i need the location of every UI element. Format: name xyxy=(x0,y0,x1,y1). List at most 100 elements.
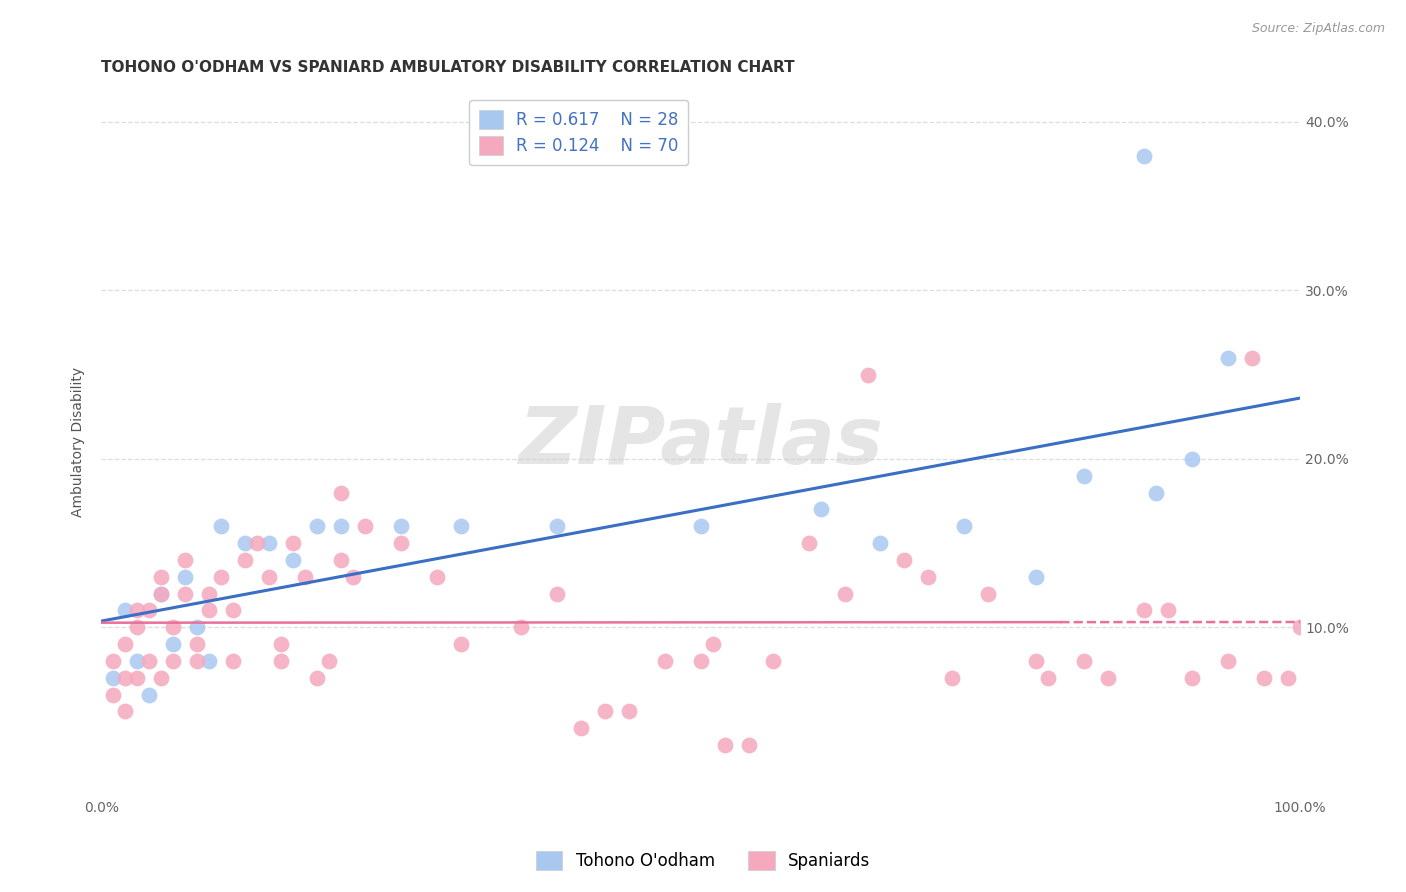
Point xyxy=(150,570,173,584)
Point xyxy=(114,671,136,685)
Point xyxy=(761,654,783,668)
Point xyxy=(305,519,328,533)
Point xyxy=(1157,603,1180,617)
Point xyxy=(1097,671,1119,685)
Point xyxy=(977,586,1000,600)
Point xyxy=(257,570,280,584)
Point xyxy=(233,553,256,567)
Point xyxy=(450,519,472,533)
Point xyxy=(174,553,197,567)
Point xyxy=(689,519,711,533)
Point xyxy=(426,570,449,584)
Point xyxy=(917,570,939,584)
Point xyxy=(127,654,149,668)
Point xyxy=(127,620,149,634)
Point xyxy=(1073,654,1095,668)
Point xyxy=(1025,654,1047,668)
Point xyxy=(893,553,915,567)
Point xyxy=(1289,620,1312,634)
Point xyxy=(1025,570,1047,584)
Point xyxy=(1073,468,1095,483)
Point xyxy=(546,586,568,600)
Point xyxy=(702,637,724,651)
Point xyxy=(1218,654,1240,668)
Point xyxy=(138,654,160,668)
Point xyxy=(713,738,735,752)
Point xyxy=(294,570,316,584)
Point xyxy=(737,738,759,752)
Point xyxy=(174,570,197,584)
Point xyxy=(593,705,616,719)
Point xyxy=(1277,671,1299,685)
Point xyxy=(222,654,245,668)
Point xyxy=(342,570,364,584)
Point xyxy=(858,368,880,382)
Point xyxy=(1144,485,1167,500)
Point xyxy=(1038,671,1060,685)
Point xyxy=(869,536,891,550)
Point xyxy=(270,637,292,651)
Legend: R = 0.617    N = 28, R = 0.124    N = 70: R = 0.617 N = 28, R = 0.124 N = 70 xyxy=(470,100,689,165)
Point xyxy=(162,637,184,651)
Point xyxy=(305,671,328,685)
Point xyxy=(1253,671,1275,685)
Point xyxy=(953,519,976,533)
Point xyxy=(1181,671,1204,685)
Point xyxy=(450,637,472,651)
Legend: Tohono O'odham, Spaniards: Tohono O'odham, Spaniards xyxy=(529,844,877,877)
Point xyxy=(689,654,711,668)
Point xyxy=(174,586,197,600)
Point xyxy=(270,654,292,668)
Point xyxy=(162,620,184,634)
Point xyxy=(114,637,136,651)
Point xyxy=(222,603,245,617)
Point xyxy=(114,603,136,617)
Text: TOHONO O'ODHAM VS SPANIARD AMBULATORY DISABILITY CORRELATION CHART: TOHONO O'ODHAM VS SPANIARD AMBULATORY DI… xyxy=(101,60,794,75)
Point xyxy=(617,705,640,719)
Point xyxy=(1241,351,1264,365)
Point xyxy=(103,671,125,685)
Point xyxy=(509,620,531,634)
Point xyxy=(138,688,160,702)
Point xyxy=(138,603,160,617)
Point xyxy=(103,688,125,702)
Point xyxy=(127,603,149,617)
Point xyxy=(114,705,136,719)
Point xyxy=(389,519,412,533)
Point xyxy=(569,722,592,736)
Point xyxy=(330,519,353,533)
Point xyxy=(246,536,269,550)
Point xyxy=(354,519,377,533)
Y-axis label: Ambulatory Disability: Ambulatory Disability xyxy=(72,367,86,517)
Point xyxy=(150,586,173,600)
Point xyxy=(198,603,221,617)
Point xyxy=(198,586,221,600)
Point xyxy=(810,502,832,516)
Point xyxy=(150,586,173,600)
Point xyxy=(186,654,208,668)
Point xyxy=(1133,148,1156,162)
Point xyxy=(330,553,353,567)
Point xyxy=(209,519,232,533)
Point xyxy=(330,485,353,500)
Point xyxy=(281,536,304,550)
Point xyxy=(941,671,963,685)
Point xyxy=(389,536,412,550)
Point xyxy=(209,570,232,584)
Point xyxy=(1181,451,1204,466)
Point xyxy=(233,536,256,550)
Text: ZIPatlas: ZIPatlas xyxy=(519,403,883,481)
Point xyxy=(150,671,173,685)
Point xyxy=(797,536,820,550)
Point xyxy=(198,654,221,668)
Point xyxy=(127,671,149,685)
Point xyxy=(186,637,208,651)
Point xyxy=(834,586,856,600)
Point xyxy=(1133,603,1156,617)
Point xyxy=(318,654,340,668)
Point xyxy=(257,536,280,550)
Point xyxy=(654,654,676,668)
Point xyxy=(1218,351,1240,365)
Point xyxy=(546,519,568,533)
Point xyxy=(103,654,125,668)
